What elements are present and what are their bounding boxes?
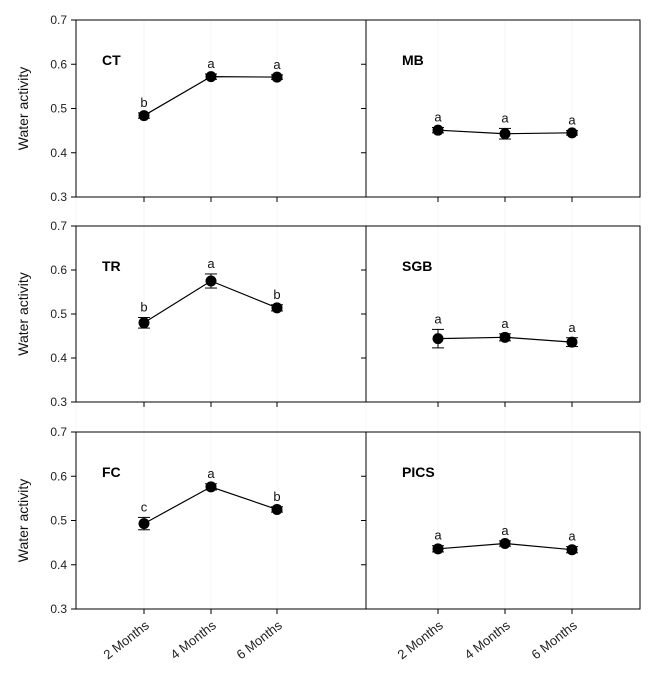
significance-letter: a [568, 320, 576, 335]
data-point [271, 503, 283, 515]
x-tick-label: 4 Months [461, 617, 513, 662]
y-tick-label: 0.5 [50, 307, 67, 321]
data-point [432, 124, 444, 136]
y-tick-label: 0.3 [50, 395, 67, 409]
y-tick-label: 0.7 [50, 425, 67, 439]
panel-tr: 0.3 0.4 0.5 0.6 0.7 Water activity TR b a b [15, 219, 367, 409]
significance-letter: b [273, 489, 280, 504]
significance-letter: a [501, 316, 509, 331]
data-point [271, 302, 283, 314]
data-point [205, 275, 217, 287]
y-tick-label: 0.6 [50, 57, 67, 71]
data-point [138, 110, 150, 122]
panel-pics: PICS a a a 2 Months 4 Months 6 Months [361, 431, 641, 662]
significance-letter: a [568, 529, 576, 544]
y-axis-label: Water activity [15, 67, 31, 151]
panel-frame [75, 225, 367, 403]
panel-label: CT [102, 52, 121, 68]
y-tick-label: 0.4 [50, 146, 67, 160]
x-tick-label: 2 Months [394, 617, 446, 662]
y-axis-label: Water activity [15, 479, 31, 563]
panel-frame [365, 225, 641, 403]
data-point [566, 336, 578, 348]
data-point [205, 71, 217, 83]
data-point [566, 544, 578, 556]
data-point [138, 518, 150, 530]
y-tick-label: 0.7 [50, 13, 67, 27]
y-tick-label: 0.6 [50, 263, 67, 277]
panel-label: TR [102, 258, 121, 274]
y-axis-label: Water activity [15, 272, 31, 356]
data-point [205, 481, 217, 493]
significance-letter: a [207, 256, 215, 271]
data-point [499, 331, 511, 343]
x-tick-label: 6 Months [233, 617, 285, 662]
significance-letter: a [568, 113, 576, 128]
panel-fc: 0.3 0.4 0.5 0.6 0.7 Water activity FC c a b 2 Mont… [15, 425, 367, 662]
x-tick-label: 4 Months [167, 617, 219, 662]
significance-letter: a [207, 466, 215, 481]
panel-frame [75, 19, 367, 198]
panel-label: FC [102, 464, 121, 480]
y-tick-label: 0.4 [50, 351, 67, 365]
y-tick-label: 0.3 [50, 190, 67, 204]
y-tick-label: 0.4 [50, 558, 67, 572]
significance-letter: b [140, 95, 147, 110]
data-point [432, 333, 444, 345]
significance-letter: a [434, 528, 442, 543]
y-tick-label: 0.6 [50, 469, 67, 483]
data-point [499, 128, 511, 140]
significance-letter: b [273, 287, 280, 302]
x-tick-label: 2 Months [100, 617, 152, 662]
panel-frame [365, 431, 641, 610]
y-tick-label: 0.7 [50, 219, 67, 233]
data-point [138, 317, 150, 329]
significance-letter: a [434, 110, 442, 125]
panel-label: MB [402, 52, 424, 68]
significance-letter: b [140, 300, 147, 315]
significance-letter: a [501, 110, 509, 125]
x-tick-label: 6 Months [528, 617, 580, 662]
data-point [432, 543, 444, 555]
panel-mb: MB a a a [361, 19, 641, 202]
significance-letter: a [501, 523, 509, 538]
data-point [499, 538, 511, 550]
data-point [271, 71, 283, 83]
significance-letter: a [207, 56, 215, 71]
y-tick-label: 0.5 [50, 102, 67, 116]
significance-letter: c [141, 499, 148, 514]
significance-letter: a [273, 57, 281, 72]
panel-frame [365, 19, 641, 198]
y-tick-label: 0.3 [50, 602, 67, 616]
panel-sgb: SGB a a a [361, 225, 641, 407]
panel-label: SGB [402, 258, 432, 274]
significance-letter: a [434, 311, 442, 326]
panel-ct: 0.3 0.4 0.5 0.6 0.7 Water activity CT b a a [15, 13, 367, 204]
panel-label: PICS [402, 464, 435, 480]
data-point [566, 127, 578, 139]
y-tick-label: 0.5 [50, 514, 67, 528]
panel-frame [75, 431, 367, 610]
